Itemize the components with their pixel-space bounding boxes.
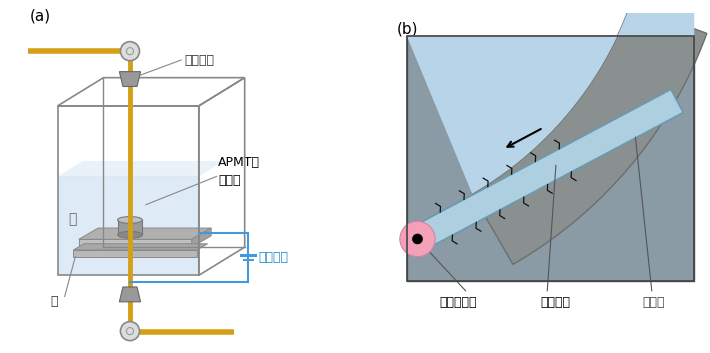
Text: ワイヤー: ワイヤー (185, 54, 214, 66)
Circle shape (121, 322, 139, 341)
Text: 電圧印加: 電圧印加 (258, 251, 288, 264)
Polygon shape (79, 239, 192, 247)
Polygon shape (119, 72, 141, 86)
Polygon shape (472, 5, 707, 264)
Bar (407, 36, 694, 281)
Text: (a): (a) (29, 9, 50, 24)
Polygon shape (74, 250, 197, 257)
Polygon shape (119, 287, 141, 302)
Polygon shape (79, 228, 211, 239)
Text: (b): (b) (397, 22, 418, 36)
Polygon shape (74, 244, 207, 250)
Bar (118, 220, 142, 235)
Circle shape (413, 234, 422, 244)
Bar (407, 36, 694, 281)
Polygon shape (411, 89, 683, 251)
Text: 水: 水 (68, 212, 77, 226)
Text: APMTの
試験片: APMTの 試験片 (218, 156, 261, 187)
Text: 影響層: 影響層 (642, 296, 665, 309)
Circle shape (400, 221, 435, 257)
Circle shape (121, 42, 139, 61)
Text: 台: 台 (50, 295, 58, 308)
Text: ワイヤー: ワイヤー (541, 296, 571, 309)
Polygon shape (58, 176, 199, 275)
Polygon shape (192, 228, 211, 247)
Text: アーク放電: アーク放電 (439, 296, 477, 309)
Ellipse shape (118, 232, 142, 238)
Polygon shape (407, 5, 694, 194)
Polygon shape (58, 161, 224, 176)
Ellipse shape (118, 217, 142, 223)
